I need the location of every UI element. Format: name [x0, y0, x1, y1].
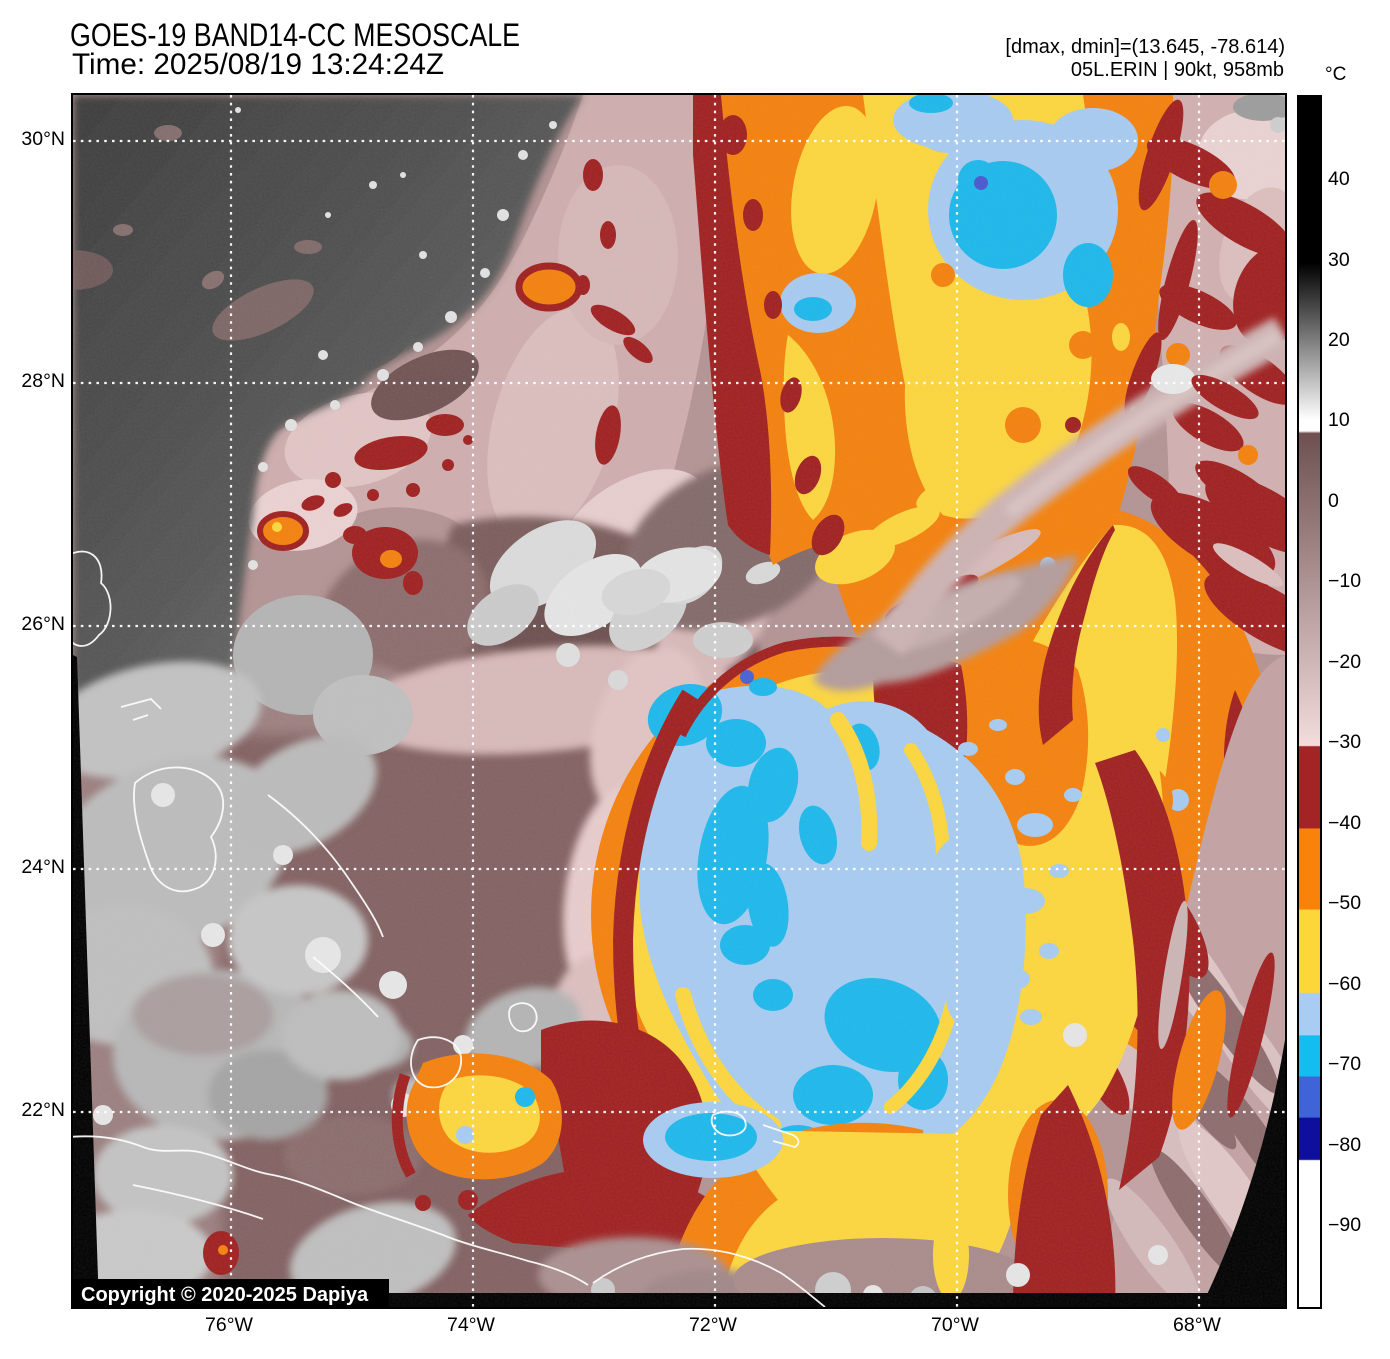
- svg-text:Copyright © 2020-2025 Dapiya: Copyright © 2020-2025 Dapiya: [81, 1284, 369, 1306]
